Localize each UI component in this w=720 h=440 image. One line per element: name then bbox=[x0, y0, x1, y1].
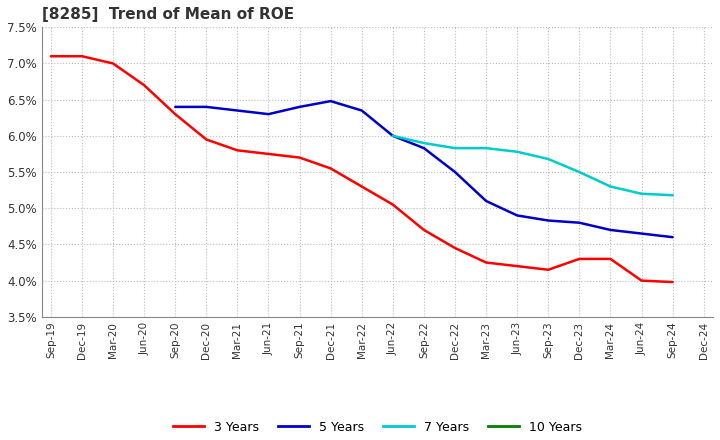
5 Years bbox=[637, 231, 646, 236]
7 Years bbox=[668, 193, 677, 198]
3 Years bbox=[637, 278, 646, 283]
3 Years bbox=[171, 111, 179, 117]
5 Years bbox=[202, 104, 211, 110]
5 Years bbox=[513, 213, 521, 218]
3 Years bbox=[451, 246, 459, 251]
5 Years bbox=[357, 108, 366, 113]
3 Years bbox=[357, 184, 366, 189]
3 Years bbox=[47, 54, 55, 59]
7 Years bbox=[389, 133, 397, 139]
5 Years bbox=[575, 220, 584, 225]
7 Years bbox=[451, 146, 459, 151]
3 Years bbox=[140, 83, 148, 88]
5 Years bbox=[606, 227, 615, 233]
Line: 7 Years: 7 Years bbox=[393, 136, 672, 195]
5 Years bbox=[482, 198, 490, 204]
3 Years bbox=[233, 148, 242, 153]
7 Years bbox=[606, 184, 615, 189]
Line: 5 Years: 5 Years bbox=[175, 101, 672, 237]
Legend: 3 Years, 5 Years, 7 Years, 10 Years: 3 Years, 5 Years, 7 Years, 10 Years bbox=[168, 416, 587, 439]
3 Years bbox=[668, 279, 677, 285]
7 Years bbox=[575, 169, 584, 175]
5 Years bbox=[264, 111, 273, 117]
5 Years bbox=[389, 133, 397, 139]
3 Years bbox=[202, 137, 211, 142]
3 Years bbox=[420, 227, 428, 233]
5 Years bbox=[451, 169, 459, 175]
7 Years bbox=[513, 149, 521, 154]
5 Years bbox=[233, 108, 242, 113]
3 Years bbox=[482, 260, 490, 265]
3 Years bbox=[78, 54, 86, 59]
3 Years bbox=[295, 155, 304, 160]
3 Years bbox=[606, 256, 615, 261]
3 Years bbox=[544, 267, 553, 272]
5 Years bbox=[295, 104, 304, 110]
3 Years bbox=[264, 151, 273, 157]
5 Years bbox=[544, 218, 553, 223]
Text: [8285]  Trend of Mean of ROE: [8285] Trend of Mean of ROE bbox=[42, 7, 294, 22]
5 Years bbox=[668, 235, 677, 240]
5 Years bbox=[326, 99, 335, 104]
Line: 3 Years: 3 Years bbox=[51, 56, 672, 282]
7 Years bbox=[544, 156, 553, 161]
5 Years bbox=[171, 104, 179, 110]
5 Years bbox=[420, 146, 428, 151]
3 Years bbox=[109, 61, 117, 66]
7 Years bbox=[482, 146, 490, 151]
3 Years bbox=[575, 256, 584, 261]
7 Years bbox=[420, 140, 428, 146]
3 Years bbox=[326, 166, 335, 171]
3 Years bbox=[389, 202, 397, 207]
3 Years bbox=[513, 264, 521, 269]
7 Years bbox=[637, 191, 646, 196]
